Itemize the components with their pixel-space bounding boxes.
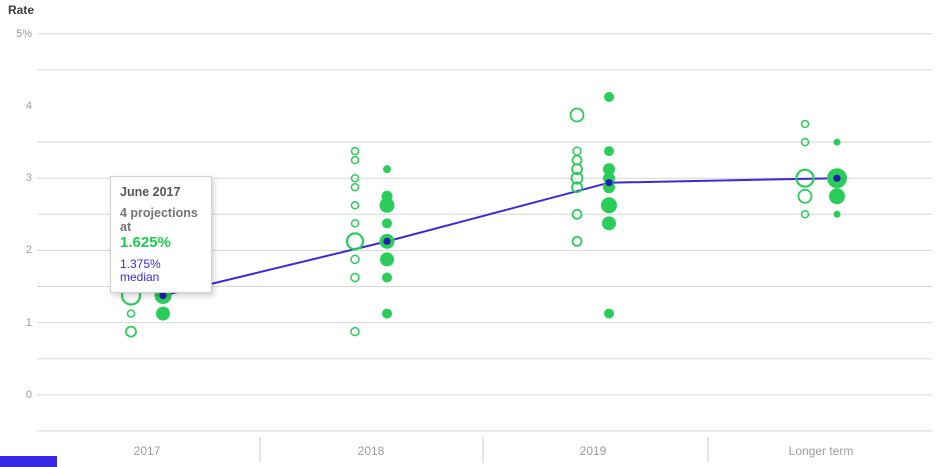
filled-projection-dot[interactable] bbox=[604, 91, 614, 102]
x-axis-category-label: Longer term bbox=[788, 444, 854, 458]
filled-projection-dot[interactable] bbox=[382, 272, 392, 283]
y-axis-tick-label: 3 bbox=[25, 172, 32, 185]
open-projection-dot[interactable] bbox=[350, 272, 360, 283]
y-axis-tick-label: 4 bbox=[25, 100, 32, 112]
y-axis-tick-label: 1 bbox=[25, 316, 32, 329]
median-dot[interactable] bbox=[383, 237, 391, 245]
y-axis-title: Rate bbox=[8, 3, 35, 17]
open-projection-dot[interactable] bbox=[572, 146, 582, 156]
open-projection-dot[interactable] bbox=[125, 325, 137, 338]
median-line bbox=[162, 177, 838, 297]
open-projection-dot[interactable] bbox=[569, 107, 585, 123]
brand-bar bbox=[0, 456, 57, 467]
open-projection-dot[interactable] bbox=[570, 171, 584, 185]
open-projection-dot[interactable] bbox=[350, 201, 360, 210]
open-projection-dot[interactable] bbox=[350, 326, 360, 337]
tooltip: June 2017 4 projections at 1.625% 1.375%… bbox=[110, 176, 212, 293]
open-projection-dot[interactable] bbox=[571, 235, 583, 247]
open-projection-dot[interactable] bbox=[350, 155, 360, 165]
filled-projection-dot[interactable] bbox=[604, 146, 614, 157]
median-dot[interactable] bbox=[605, 179, 613, 187]
filled-projection-dot[interactable] bbox=[156, 306, 170, 321]
filled-projection-dot[interactable] bbox=[603, 163, 615, 176]
filled-projection-dot[interactable] bbox=[833, 138, 841, 146]
filled-projection-dot[interactable] bbox=[383, 165, 391, 174]
filled-projection-dot[interactable] bbox=[601, 197, 617, 214]
open-projection-dot[interactable] bbox=[571, 208, 583, 220]
tooltip-title: June 2017 bbox=[120, 185, 181, 199]
open-projection-dot[interactable] bbox=[800, 210, 810, 219]
open-projection-dot[interactable] bbox=[350, 146, 360, 156]
tooltip-median-label: 1.375% median bbox=[120, 257, 161, 284]
filled-projection-dot[interactable] bbox=[382, 308, 392, 319]
open-projection-dot[interactable] bbox=[345, 232, 365, 251]
tooltip-subtitle: 4 projections at bbox=[120, 206, 198, 234]
median-dot[interactable] bbox=[159, 291, 167, 300]
filled-projection-dot[interactable] bbox=[382, 218, 392, 229]
x-axis-category-label: 2017 bbox=[133, 444, 161, 458]
y-axis-tick-label: 0 bbox=[25, 388, 32, 401]
open-projection-dot[interactable] bbox=[797, 188, 813, 204]
open-projection-dot[interactable] bbox=[350, 173, 360, 183]
y-axis-tick-label: 5% bbox=[16, 27, 32, 40]
filled-projection-dot[interactable] bbox=[604, 308, 614, 319]
x-axis-category-label: 2019 bbox=[579, 444, 607, 458]
filled-projection-dot[interactable] bbox=[602, 216, 616, 231]
filled-projection-dot[interactable] bbox=[833, 210, 841, 218]
open-projection-dot[interactable] bbox=[126, 309, 136, 318]
open-projection-dot[interactable] bbox=[350, 254, 360, 265]
open-projection-dot[interactable] bbox=[350, 219, 360, 228]
x-axis-category-label: 2018 bbox=[357, 444, 385, 458]
open-projection-dot[interactable] bbox=[350, 182, 360, 192]
open-projection-dot[interactable] bbox=[571, 163, 583, 176]
filled-projection-dot[interactable] bbox=[379, 197, 395, 213]
filled-projection-dot[interactable] bbox=[829, 188, 845, 205]
y-axis-tick-label: 2 bbox=[25, 244, 32, 257]
tooltip-value: 1.625% bbox=[120, 234, 171, 251]
open-projection-dot[interactable] bbox=[800, 119, 810, 129]
median-dot[interactable] bbox=[833, 174, 841, 182]
open-projection-dot[interactable] bbox=[795, 168, 815, 188]
open-projection-dot[interactable] bbox=[800, 137, 810, 147]
open-projection-dot[interactable] bbox=[571, 181, 583, 194]
filled-projection-dot[interactable] bbox=[380, 252, 394, 267]
